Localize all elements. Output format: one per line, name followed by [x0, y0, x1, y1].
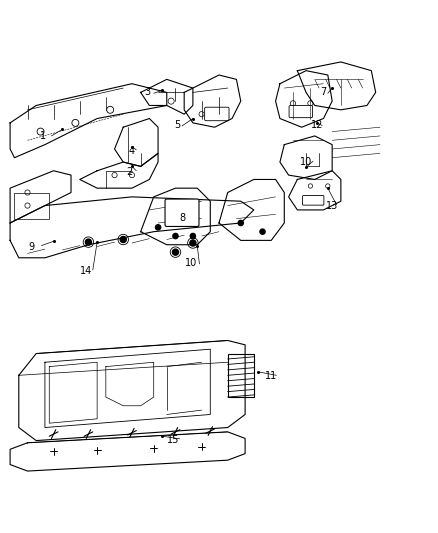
- Text: 1: 1: [40, 131, 46, 141]
- Circle shape: [260, 229, 265, 235]
- Circle shape: [120, 237, 126, 243]
- Text: 3: 3: [144, 87, 150, 98]
- Text: 13: 13: [326, 200, 338, 211]
- Text: 4: 4: [129, 146, 135, 156]
- Text: 9: 9: [29, 242, 35, 252]
- FancyBboxPatch shape: [303, 196, 324, 205]
- Circle shape: [190, 240, 196, 246]
- FancyBboxPatch shape: [289, 106, 313, 118]
- Text: 10: 10: [300, 157, 312, 167]
- Circle shape: [238, 220, 244, 225]
- Bar: [228, 353, 254, 397]
- Circle shape: [155, 225, 161, 230]
- Circle shape: [173, 233, 178, 239]
- Text: 2: 2: [127, 167, 133, 176]
- Text: 7: 7: [320, 87, 327, 98]
- Text: 15: 15: [167, 435, 180, 445]
- Text: 8: 8: [179, 213, 185, 223]
- Circle shape: [190, 233, 195, 239]
- FancyBboxPatch shape: [165, 199, 199, 227]
- Text: 10: 10: [184, 258, 197, 268]
- Bar: [14, 192, 49, 219]
- Text: 12: 12: [311, 119, 323, 130]
- Text: 14: 14: [80, 266, 92, 276]
- Circle shape: [173, 249, 179, 255]
- Circle shape: [85, 239, 92, 245]
- Text: 5: 5: [174, 120, 181, 130]
- Text: 11: 11: [265, 371, 277, 381]
- FancyBboxPatch shape: [205, 107, 229, 120]
